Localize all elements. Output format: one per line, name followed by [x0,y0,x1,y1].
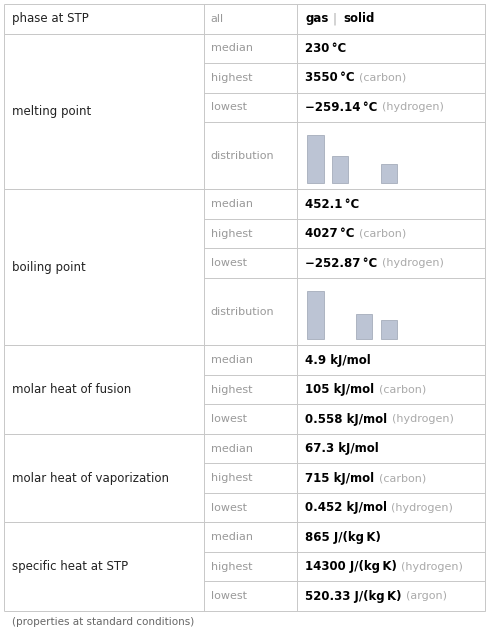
Text: highest: highest [210,229,252,239]
Bar [331,156,347,183]
Text: median: median [210,532,252,542]
Text: lowest: lowest [210,591,246,601]
Text: (hydrogen): (hydrogen) [391,414,452,424]
Bar [307,291,323,339]
Text: specific heat at STP: specific heat at STP [12,560,128,573]
Text: (hydrogen): (hydrogen) [381,103,443,112]
Bar [380,164,396,183]
Bar [355,315,372,339]
Text: 452.1 °C: 452.1 °C [305,197,359,211]
Text: 520.33 J/(kg K): 520.33 J/(kg K) [305,590,401,603]
Text: 4027 °C: 4027 °C [305,227,354,241]
Text: 67.3 kJ/mol: 67.3 kJ/mol [305,442,378,455]
Text: 0.452 kJ/mol: 0.452 kJ/mol [305,501,386,514]
Text: 865 J/(kg K): 865 J/(kg K) [305,530,381,544]
Text: distribution: distribution [210,151,274,161]
Text: highest: highest [210,385,252,395]
Text: 0.558 kJ/mol: 0.558 kJ/mol [305,413,387,426]
Text: molar heat of fusion: molar heat of fusion [12,383,131,396]
Text: boiling point: boiling point [12,261,85,274]
Bar [307,135,323,183]
Text: 105 kJ/mol: 105 kJ/mol [305,383,374,396]
Text: −252.87 °C: −252.87 °C [305,257,377,270]
Text: 14300 J/(kg K): 14300 J/(kg K) [305,560,396,573]
Text: median: median [210,355,252,365]
Text: (carbon): (carbon) [358,229,406,239]
Text: lowest: lowest [210,503,246,513]
Text: distribution: distribution [210,307,274,316]
Text: 230 °C: 230 °C [305,42,346,55]
Text: all: all [210,14,224,24]
Text: (carbon): (carbon) [378,473,425,483]
Text: (hydrogen): (hydrogen) [390,503,452,513]
Text: molar heat of vaporization: molar heat of vaporization [12,472,169,485]
Text: (hydrogen): (hydrogen) [381,258,443,268]
Text: lowest: lowest [210,258,246,268]
Text: lowest: lowest [210,414,246,424]
Text: gas: gas [305,12,328,25]
Text: highest: highest [210,561,252,572]
Text: (carbon): (carbon) [378,385,425,395]
Text: 715 kJ/mol: 715 kJ/mol [305,472,374,485]
Text: highest: highest [210,73,252,83]
Text: (properties at standard conditions): (properties at standard conditions) [12,617,194,627]
Text: median: median [210,444,252,454]
Text: phase at STP: phase at STP [12,12,88,25]
Text: highest: highest [210,473,252,483]
Text: median: median [210,43,252,53]
Text: lowest: lowest [210,103,246,112]
Text: melting point: melting point [12,105,91,118]
Text: 3550 °C: 3550 °C [305,72,354,84]
Text: |: | [332,12,336,25]
Text: (argon): (argon) [405,591,446,601]
Text: (hydrogen): (hydrogen) [401,561,462,572]
Text: −259.14 °C: −259.14 °C [305,101,377,114]
Text: (carbon): (carbon) [358,73,406,83]
Text: median: median [210,199,252,210]
Bar [380,320,396,339]
Text: 4.9 kJ/mol: 4.9 kJ/mol [305,354,370,367]
Text: solid: solid [343,12,374,25]
